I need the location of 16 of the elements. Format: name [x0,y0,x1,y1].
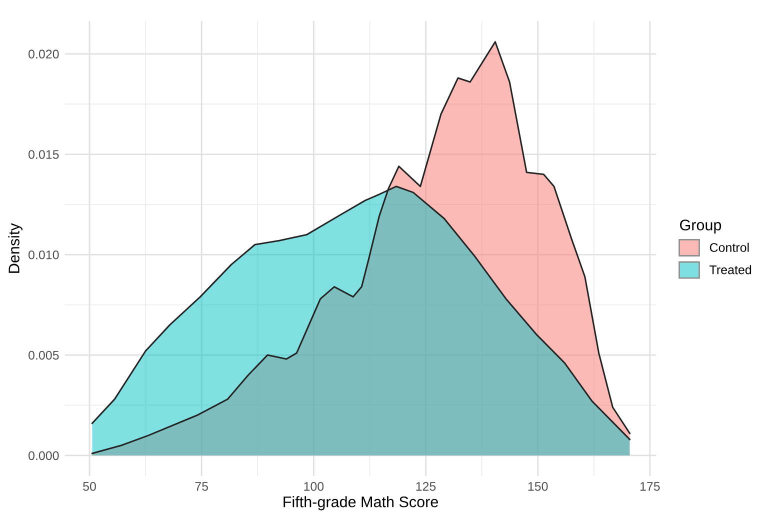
legend-title: Group [680,220,722,234]
legend-label: Treated [710,265,752,274]
y-tick-label: 0.015 [28,150,59,159]
y-tick-label: 0.000 [28,451,59,460]
y-tick-label: 0.010 [28,250,59,260]
x-tick-label: 175 [640,482,660,491]
legend-label: Control [710,242,749,252]
x-tick-label: 75 [195,482,208,491]
x-axis-title: Fifth-grade Math Score [284,496,438,510]
x-tick-label: 50 [83,482,96,491]
y-tick-label: 0.020 [28,50,59,59]
y-tick-label: 0.005 [28,350,59,360]
y-axis-title: Density [8,223,22,273]
x-tick-label: 150 [528,482,548,491]
x-tick-label: 125 [416,482,436,491]
x-tick-label: 100 [304,482,324,491]
